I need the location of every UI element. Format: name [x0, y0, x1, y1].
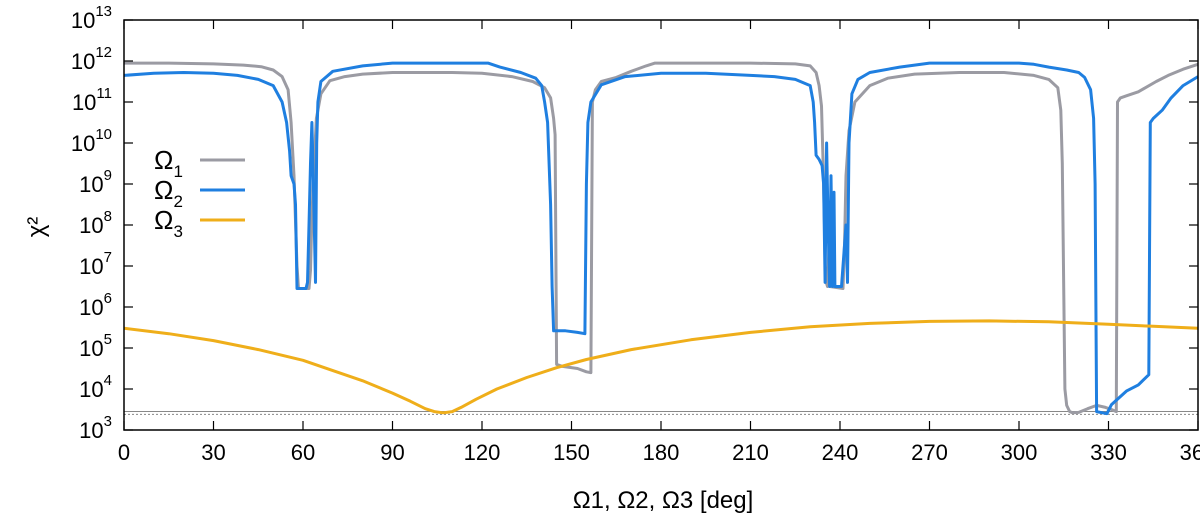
x-tick-label: 60 [291, 440, 315, 465]
x-axis-title: Ω1, Ω2, Ω3 [deg] [573, 487, 754, 514]
x-tick-label: 300 [1001, 440, 1038, 465]
y-tick-label: 105 [79, 331, 112, 361]
x-tick-label: 120 [464, 440, 501, 465]
x-tick-label: 30 [201, 440, 225, 465]
legend-label-omega-1: Ω1 [154, 145, 183, 181]
x-tick-labels: 0 30 60 90 120 150 180 210 240 270 300 330 360 [118, 440, 1200, 465]
x-tick-label: 210 [732, 440, 769, 465]
y-tick-label: 103 [79, 413, 112, 443]
series-layer [123, 61, 1199, 416]
x-tick-label: 330 [1090, 440, 1127, 465]
y-tick-label: 108 [79, 208, 112, 238]
x-tick-label: 360 [1180, 440, 1200, 465]
x-tick-label: 150 [553, 440, 590, 465]
x-tick-label: 0 [118, 440, 130, 465]
x-tick-label: 270 [911, 440, 948, 465]
reference-lines [124, 411, 1198, 415]
y-tick-label: 109 [79, 167, 112, 197]
x-tick-label: 240 [822, 440, 859, 465]
tick-marks [123, 19, 1199, 431]
series-line-omega-2 [123, 61, 1199, 416]
legend-label-omega-3: Ω3 [154, 205, 183, 241]
x-tick-label: 180 [643, 440, 680, 465]
y-tick-label: 1012 [71, 44, 112, 74]
y-tick-label: 106 [79, 290, 112, 320]
y-axis-title: χ² [23, 217, 50, 238]
y-tick-labels: 103 104 105 106 107 108 109 1010 1011 1012 1013 [71, 3, 112, 443]
y-tick-label: 104 [79, 372, 112, 402]
x-tick-label: 90 [380, 440, 404, 465]
y-tick-label: 1011 [72, 85, 112, 115]
y-tick-label: 1010 [71, 126, 112, 156]
y-tick-label: 1013 [71, 3, 112, 33]
y-tick-label: 107 [79, 249, 112, 279]
legend-label-omega-2: Ω2 [154, 175, 183, 211]
series-line-omega-3 [123, 319, 1199, 415]
